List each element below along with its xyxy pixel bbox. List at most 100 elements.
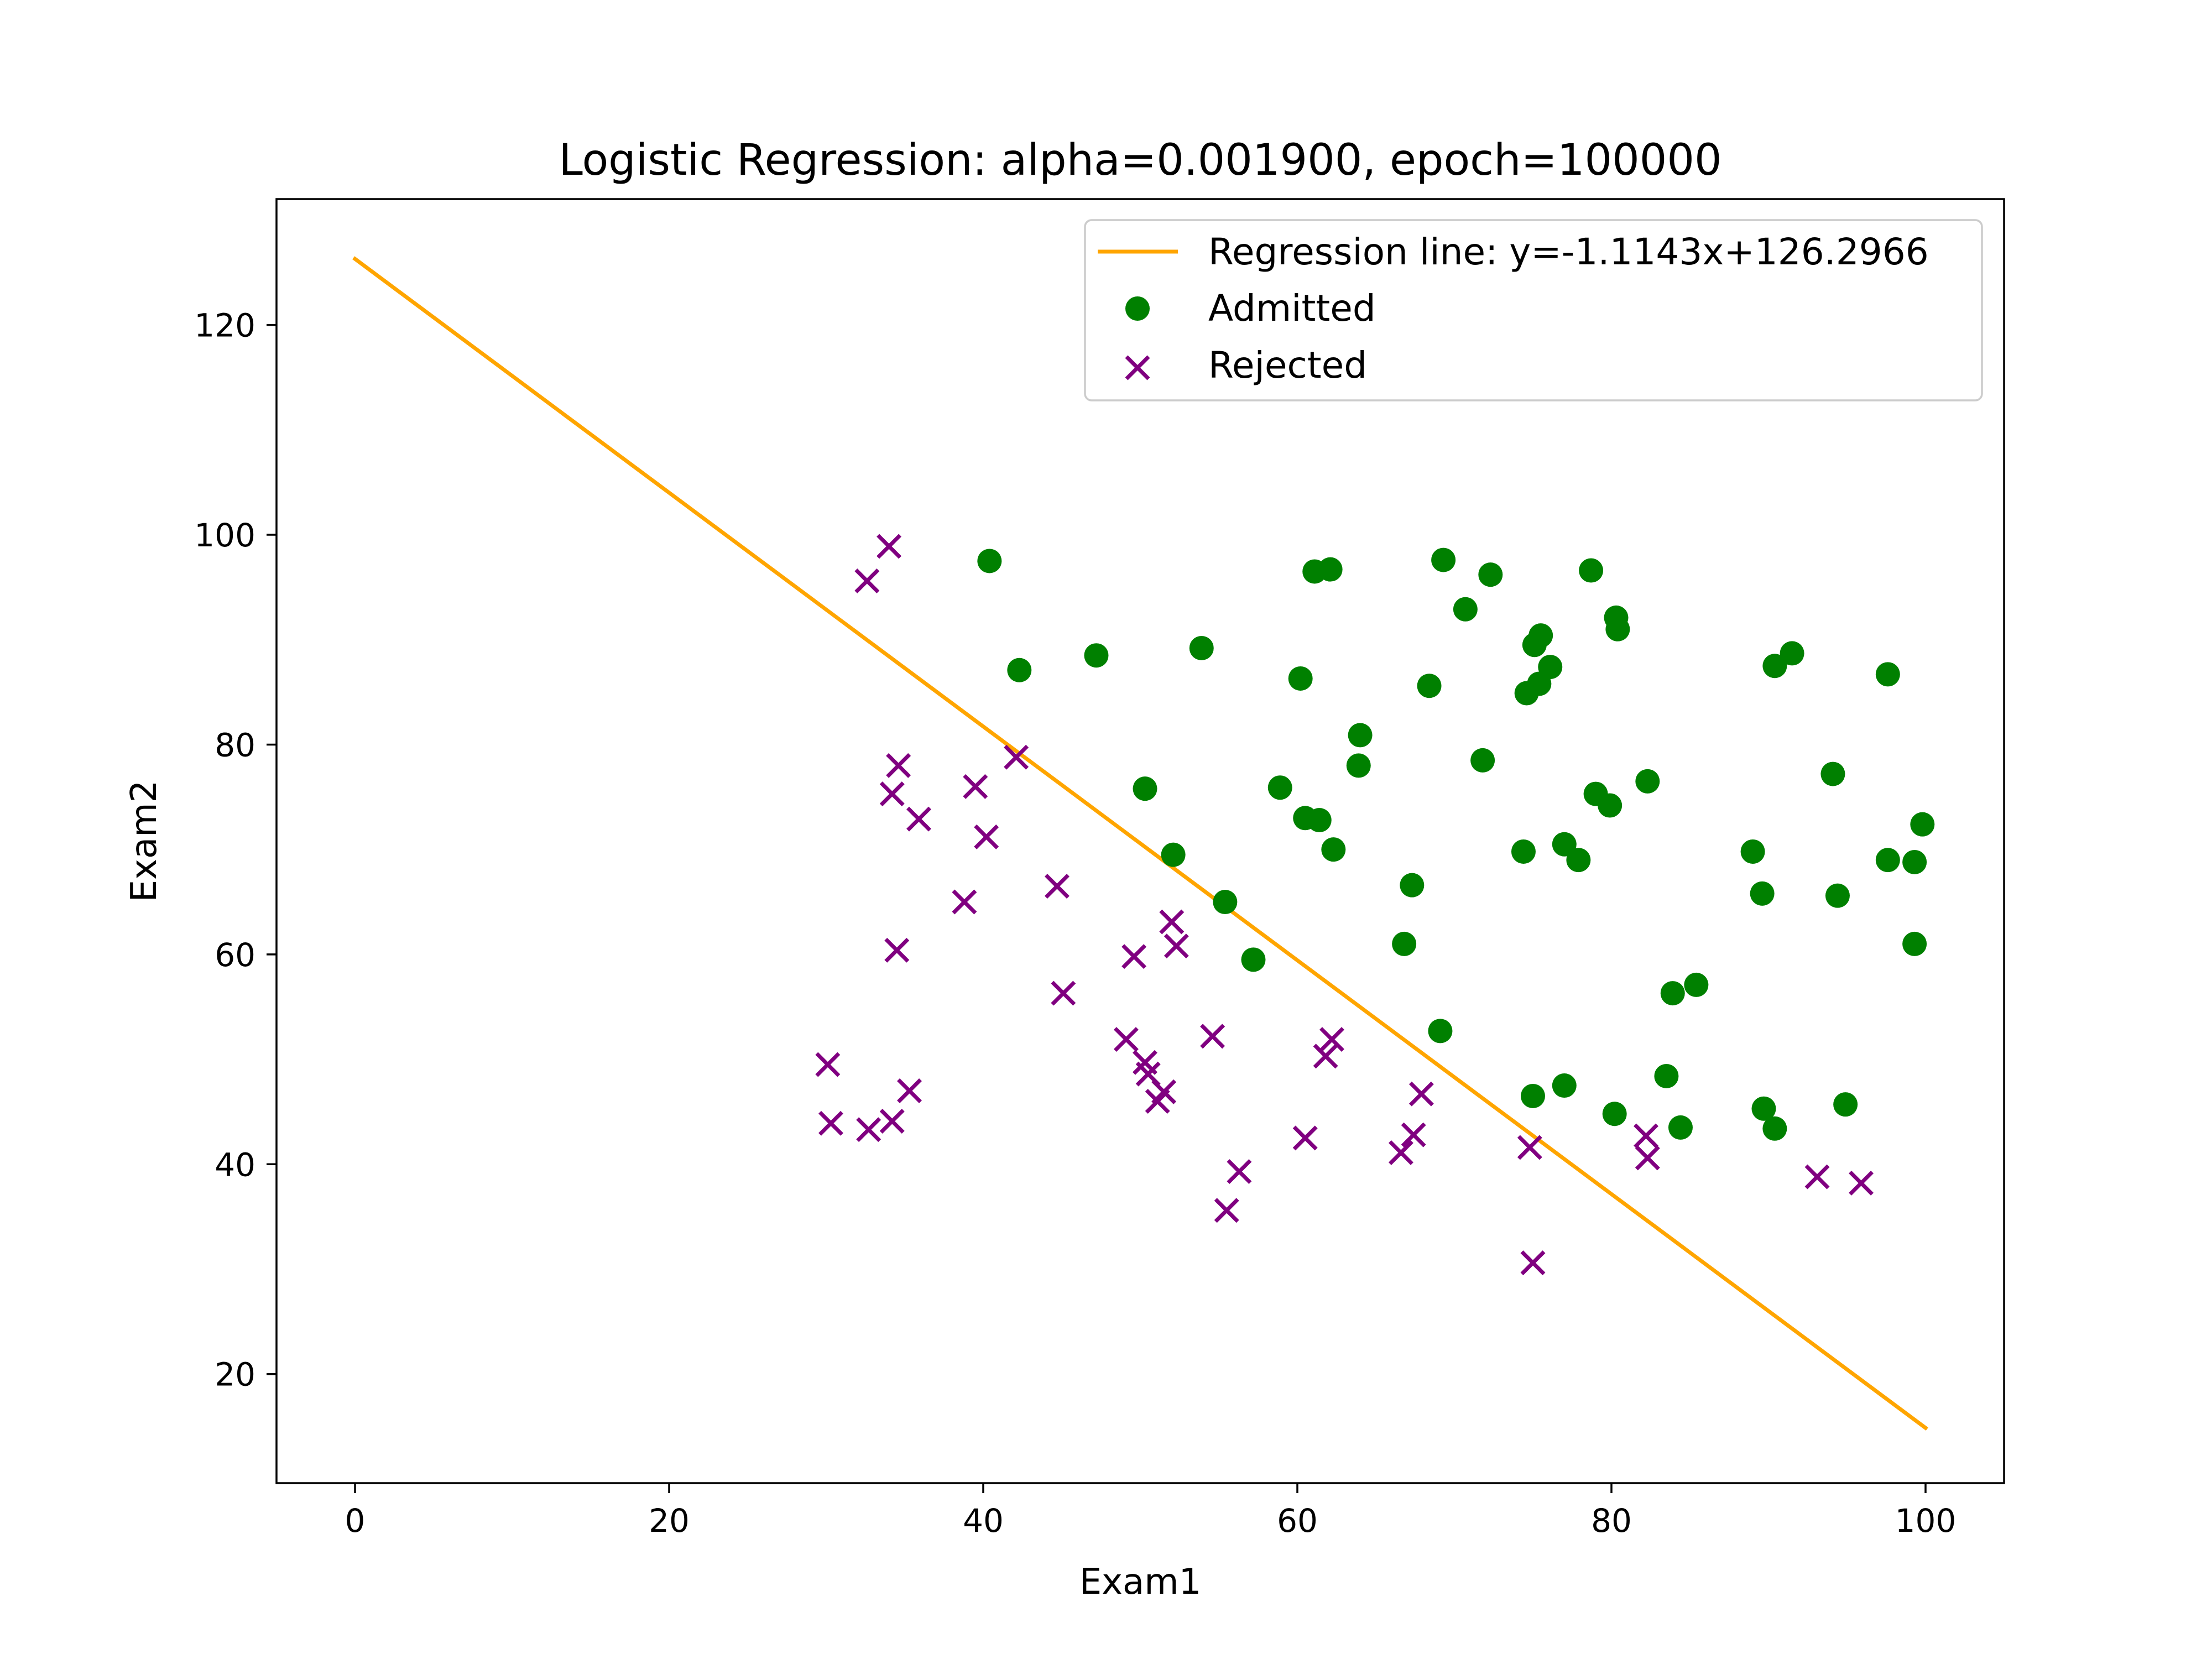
- admitted-point: [1598, 793, 1623, 818]
- x-tick-label: 40: [963, 1502, 1004, 1540]
- admitted-point: [1346, 753, 1371, 778]
- admitted-point: [1514, 681, 1539, 706]
- chart-title: Logistic Regression: alpha=0.001900, epo…: [559, 135, 1721, 185]
- y-tick-label: 80: [215, 726, 255, 764]
- admitted-point: [1511, 839, 1536, 864]
- admitted-point: [1579, 558, 1604, 583]
- x-tick-label: 100: [1895, 1502, 1957, 1540]
- admitted-point: [1552, 832, 1577, 857]
- admitted-point: [1825, 883, 1850, 908]
- rejected-point: [854, 568, 880, 594]
- admitted-point: [1875, 662, 1900, 687]
- rejected-point: [1319, 1027, 1344, 1052]
- rejected-point: [1634, 1123, 1658, 1149]
- admitted-point: [1213, 890, 1238, 915]
- admitted-point: [1833, 1092, 1858, 1117]
- admitted-point: [1288, 666, 1313, 691]
- rejected-point: [897, 1078, 922, 1103]
- legend-admitted-swatch: [1125, 296, 1150, 321]
- admitted-point: [1318, 557, 1343, 582]
- rejected-point: [877, 534, 902, 559]
- y-axis-label: Exam2: [124, 780, 165, 902]
- admitted-point: [1392, 931, 1417, 956]
- rejected-point: [1401, 1122, 1426, 1147]
- admitted-point: [1321, 837, 1346, 862]
- admitted-point: [1902, 849, 1927, 874]
- admitted-point: [1521, 1083, 1545, 1108]
- admitted-point: [1431, 547, 1456, 572]
- admitted-series: [977, 547, 1935, 1141]
- plot-area: [352, 256, 1935, 1431]
- rejected-point: [856, 1117, 881, 1142]
- admitted-point: [1267, 775, 1292, 800]
- admitted-point: [1528, 623, 1553, 648]
- rejected-point: [1292, 1125, 1318, 1151]
- y-tick-label: 20: [215, 1356, 255, 1394]
- rejected-point: [1635, 1145, 1660, 1171]
- admitted-point: [1762, 654, 1787, 679]
- rejected-point: [886, 753, 911, 778]
- legend-label-rejected: Rejected: [1208, 344, 1367, 387]
- admitted-point: [1241, 947, 1266, 972]
- x-axis: 0 20 40 60 80 100: [345, 1483, 1957, 1540]
- admitted-point: [1417, 674, 1442, 698]
- x-tick-label: 0: [345, 1502, 366, 1540]
- admitted-point: [1307, 808, 1332, 833]
- legend-box: [1084, 219, 1983, 401]
- rejected-point: [1408, 1081, 1434, 1107]
- admitted-point: [1668, 1115, 1693, 1140]
- rejected-point: [815, 1052, 841, 1077]
- regression-line-layer: [352, 256, 1928, 1431]
- admitted-point: [1605, 617, 1630, 641]
- admitted-point: [1654, 1063, 1679, 1088]
- admitted-point: [1161, 842, 1186, 867]
- admitted-point: [1751, 1096, 1776, 1121]
- regression-line: [352, 256, 1928, 1431]
- admitted-point: [1820, 761, 1845, 786]
- rejected-point: [963, 774, 988, 799]
- rejected-point: [1313, 1044, 1338, 1069]
- rejected-point: [952, 889, 977, 915]
- rejected-series: [815, 534, 1874, 1276]
- rejected-point: [1849, 1170, 1874, 1196]
- admitted-point: [1084, 643, 1109, 668]
- admitted-point: [1470, 748, 1495, 773]
- rejected-point: [1804, 1164, 1830, 1190]
- admitted-point: [1428, 1019, 1453, 1044]
- admitted-point: [1602, 1102, 1627, 1126]
- rejected-point: [1388, 1140, 1413, 1165]
- admitted-point: [1750, 881, 1775, 906]
- legend: Regression line: y=-1.1143x+126.2966 Adm…: [1084, 219, 1983, 401]
- rejected-point: [974, 824, 999, 849]
- admitted-point: [1348, 723, 1373, 748]
- rejected-point: [906, 806, 932, 832]
- admitted-point: [1660, 981, 1685, 1006]
- admitted-point: [1910, 812, 1935, 837]
- rejected-point: [1051, 980, 1076, 1006]
- y-tick-label: 100: [194, 517, 255, 554]
- x-tick-label: 60: [1277, 1502, 1318, 1540]
- admitted-point: [1478, 562, 1503, 587]
- rejected-point: [1164, 933, 1189, 959]
- plot-frame: [275, 198, 2005, 1484]
- rejected-point: [884, 937, 910, 963]
- admitted-point: [1566, 848, 1591, 873]
- rejected-point: [1145, 1088, 1170, 1114]
- admitted-point: [1400, 873, 1425, 898]
- x-axis-label: Exam1: [1079, 1562, 1202, 1603]
- rejected-point: [1045, 874, 1070, 899]
- admitted-point: [1875, 848, 1900, 873]
- admitted-point: [1133, 776, 1157, 801]
- y-tick-label: 40: [215, 1146, 255, 1183]
- y-tick-label: 120: [194, 307, 255, 345]
- admitted-point: [1007, 658, 1032, 682]
- rejected-point: [1004, 744, 1029, 770]
- rejected-point: [818, 1110, 843, 1136]
- rejected-point: [1520, 1250, 1546, 1276]
- x-tick-label: 80: [1591, 1502, 1632, 1540]
- admitted-point: [1189, 635, 1214, 660]
- legend-label-admitted: Admitted: [1208, 287, 1376, 330]
- admitted-point: [1762, 1116, 1787, 1141]
- rejected-point: [1200, 1024, 1225, 1049]
